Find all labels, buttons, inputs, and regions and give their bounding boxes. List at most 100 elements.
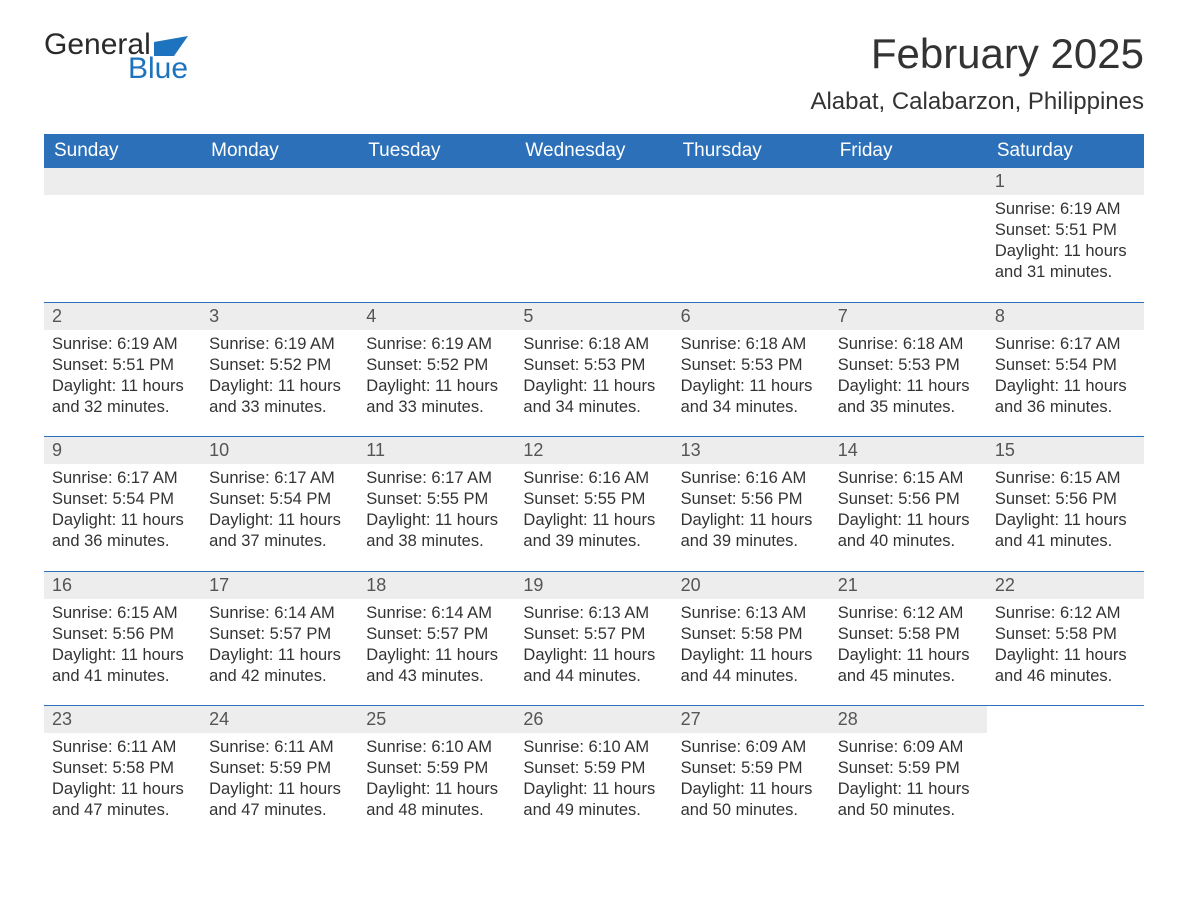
weekday-header: Monday — [201, 134, 358, 168]
sunrise-line: Sunrise: 6:18 AM — [681, 334, 822, 355]
daylight-line: Daylight: 11 hours and 39 minutes. — [681, 510, 822, 552]
daylight-line: Daylight: 11 hours and 44 minutes. — [523, 645, 664, 687]
day-number: 27 — [673, 706, 830, 733]
calendar-row: 23Sunrise: 6:11 AMSunset: 5:58 PMDayligh… — [44, 706, 1144, 840]
sunrise-line: Sunrise: 6:14 AM — [209, 603, 350, 624]
sunrise-line: Sunrise: 6:19 AM — [366, 334, 507, 355]
day-number: 11 — [358, 437, 515, 464]
sunrise-line: Sunrise: 6:15 AM — [52, 603, 193, 624]
sunset-line: Sunset: 5:59 PM — [838, 758, 979, 779]
header: General Blue February 2025 Alabat, Calab… — [44, 30, 1144, 116]
daynum-bar: 8 — [987, 303, 1144, 330]
sunrise-line: Sunrise: 6:19 AM — [995, 199, 1136, 220]
weekday-header: Thursday — [673, 134, 830, 168]
sunrise-line: Sunrise: 6:19 AM — [209, 334, 350, 355]
daynum-bar: 9 — [44, 437, 201, 464]
sunset-line: Sunset: 5:54 PM — [995, 355, 1136, 376]
daynum-bar: 7 — [830, 303, 987, 330]
day-body: Sunrise: 6:14 AMSunset: 5:57 PMDaylight:… — [358, 599, 515, 697]
sunrise-line: Sunrise: 6:09 AM — [681, 737, 822, 758]
day-number: 26 — [515, 706, 672, 733]
daynum-bar: 12 — [515, 437, 672, 464]
sunrise-line: Sunrise: 6:16 AM — [681, 468, 822, 489]
calendar-cell: 20Sunrise: 6:13 AMSunset: 5:58 PMDayligh… — [673, 572, 830, 706]
sunrise-line: Sunrise: 6:10 AM — [523, 737, 664, 758]
daylight-line: Daylight: 11 hours and 33 minutes. — [366, 376, 507, 418]
calendar-cell — [515, 168, 672, 302]
sunset-line: Sunset: 5:59 PM — [523, 758, 664, 779]
calendar-cell: 11Sunrise: 6:17 AMSunset: 5:55 PMDayligh… — [358, 437, 515, 571]
calendar-cell: 14Sunrise: 6:15 AMSunset: 5:56 PMDayligh… — [830, 437, 987, 571]
daynum-bar: 15 — [987, 437, 1144, 464]
daylight-line: Daylight: 11 hours and 48 minutes. — [366, 779, 507, 821]
sunrise-line: Sunrise: 6:18 AM — [523, 334, 664, 355]
calendar-head: SundayMondayTuesdayWednesdayThursdayFrid… — [44, 134, 1144, 168]
daynum-bar: 14 — [830, 437, 987, 464]
month-title: February 2025 — [810, 30, 1144, 78]
day-body: Sunrise: 6:19 AMSunset: 5:52 PMDaylight:… — [201, 330, 358, 428]
day-number: 1 — [987, 168, 1144, 195]
title-block: February 2025 Alabat, Calabarzon, Philip… — [810, 30, 1144, 116]
sunset-line: Sunset: 5:59 PM — [209, 758, 350, 779]
calendar-cell: 25Sunrise: 6:10 AMSunset: 5:59 PMDayligh… — [358, 706, 515, 840]
calendar-row: 9 Sunrise: 6:17 AM Sunset: 5:54 PM Daylight… — [44, 437, 1144, 571]
weekday-row: SundayMondayTuesdayWednesdayThursdayFrid… — [44, 134, 1144, 168]
daylight-line: Daylight: 11 hours and 44 minutes. — [681, 645, 822, 687]
day-body: Sunrise: 6:11 AMSunset: 5:58 PMDaylight:… — [44, 733, 201, 831]
day-body: Sunrise: 6:17 AMSunset: 5:54 PMDaylight:… — [987, 330, 1144, 428]
daylight-line: Daylight: 11 hours and 34 minutes. — [523, 376, 664, 418]
daylight-line: Daylight: 11 hours and 32 minutes. — [52, 376, 193, 418]
sunset-line: Sunset: 5:52 PM — [209, 355, 350, 376]
sunrise-line: Sunrise: 6:12 AM — [995, 603, 1136, 624]
calendar-cell: 7Sunrise: 6:18 AMSunset: 5:53 PMDaylight… — [830, 303, 987, 437]
calendar-row: 16Sunrise: 6:15 AMSunset: 5:56 PMDayligh… — [44, 572, 1144, 706]
daylight-line: Daylight: 11 hours and 47 minutes. — [52, 779, 193, 821]
day-body: Sunrise: 6:17 AMSunset: 5:55 PMDaylight:… — [358, 464, 515, 562]
calendar-cell: 26 Sunrise: 6:10 AMSunset: 5:59 PMDayligh… — [515, 706, 672, 840]
calendar-cell: 2Sunrise: 6:19 AMSunset: 5:51 PMDaylight… — [44, 303, 201, 437]
calendar-cell: 9Sunrise: 6:17 AMSunset: 5:54 PMDaylight… — [44, 437, 201, 571]
daylight-line: Daylight: 11 hours and 49 minutes. — [523, 779, 664, 821]
sunset-line: Sunset: 5:54 PM — [52, 489, 193, 510]
calendar-cell: 16Sunrise: 6:15 AMSunset: 5:56 PMDayligh… — [44, 572, 201, 706]
daylight-line: Daylight: 11 hours and 47 minutes. — [209, 779, 350, 821]
sunrise-line: Sunrise: 6:10 AM — [366, 737, 507, 758]
calendar-cell: 21Sunrise: 6:12 AMSunset: 5:58 PMDayligh… — [830, 572, 987, 706]
daylight-line: Daylight: 11 hours and 41 minutes. — [52, 645, 193, 687]
daynum-bar: 6 — [673, 303, 830, 330]
daynum-bar-empty — [830, 168, 987, 195]
day-number: 8 — [987, 303, 1144, 330]
sunrise-line: Sunrise: 6:13 AM — [523, 603, 664, 624]
sunset-line: Sunset: 5:57 PM — [523, 624, 664, 645]
daylight-line: Daylight: 11 hours and 31 minutes. — [995, 241, 1136, 283]
day-body: Sunrise: 6:15 AMSunset: 5:56 PMDaylight:… — [44, 599, 201, 697]
day-body: Sunrise: 6:11 AMSunset: 5:59 PMDaylight:… — [201, 733, 358, 831]
calendar-cell — [673, 168, 830, 302]
daynum-bar: 13 — [673, 437, 830, 464]
day-body: Sunrise: 6:18 AMSunset: 5:53 PMDaylight:… — [830, 330, 987, 428]
sunrise-line: Sunrise: 6:11 AM — [209, 737, 350, 758]
calendar-cell: 15Sunrise: 6:15 AMSunset: 5:56 PMDayligh… — [987, 437, 1144, 571]
calendar-cell — [358, 168, 515, 302]
daylight-line: Daylight: 11 hours and 43 minutes. — [366, 645, 507, 687]
daynum-bar: 19 — [515, 572, 672, 599]
daylight-line: Daylight: 11 hours and 46 minutes. — [995, 645, 1136, 687]
daynum-bar: 27 — [673, 706, 830, 733]
day-number: 9 — [44, 437, 201, 464]
logo-word-blue: Blue — [128, 54, 188, 84]
sunset-line: Sunset: 5:57 PM — [366, 624, 507, 645]
daynum-bar: 24 — [201, 706, 358, 733]
sunrise-line: Sunrise: 6:17 AM — [366, 468, 507, 489]
daylight-line: Daylight: 11 hours and 33 minutes. — [209, 376, 350, 418]
day-number: 19 — [515, 572, 672, 599]
calendar-cell: 27Sunrise: 6:09 AMSunset: 5:59 PMDayligh… — [673, 706, 830, 840]
sunset-line: Sunset: 5:55 PM — [523, 489, 664, 510]
sunrise-line: Sunrise: 6:09 AM — [838, 737, 979, 758]
day-number: 20 — [673, 572, 830, 599]
calendar-cell: 10Sunrise: 6:17 AMSunset: 5:54 PMDayligh… — [201, 437, 358, 571]
sunset-line: Sunset: 5:56 PM — [52, 624, 193, 645]
day-number: 4 — [358, 303, 515, 330]
day-number: 16 — [44, 572, 201, 599]
day-body: Sunrise: 6:13 AMSunset: 5:58 PMDaylight:… — [673, 599, 830, 697]
location-text: Alabat, Calabarzon, Philippines — [810, 88, 1144, 116]
